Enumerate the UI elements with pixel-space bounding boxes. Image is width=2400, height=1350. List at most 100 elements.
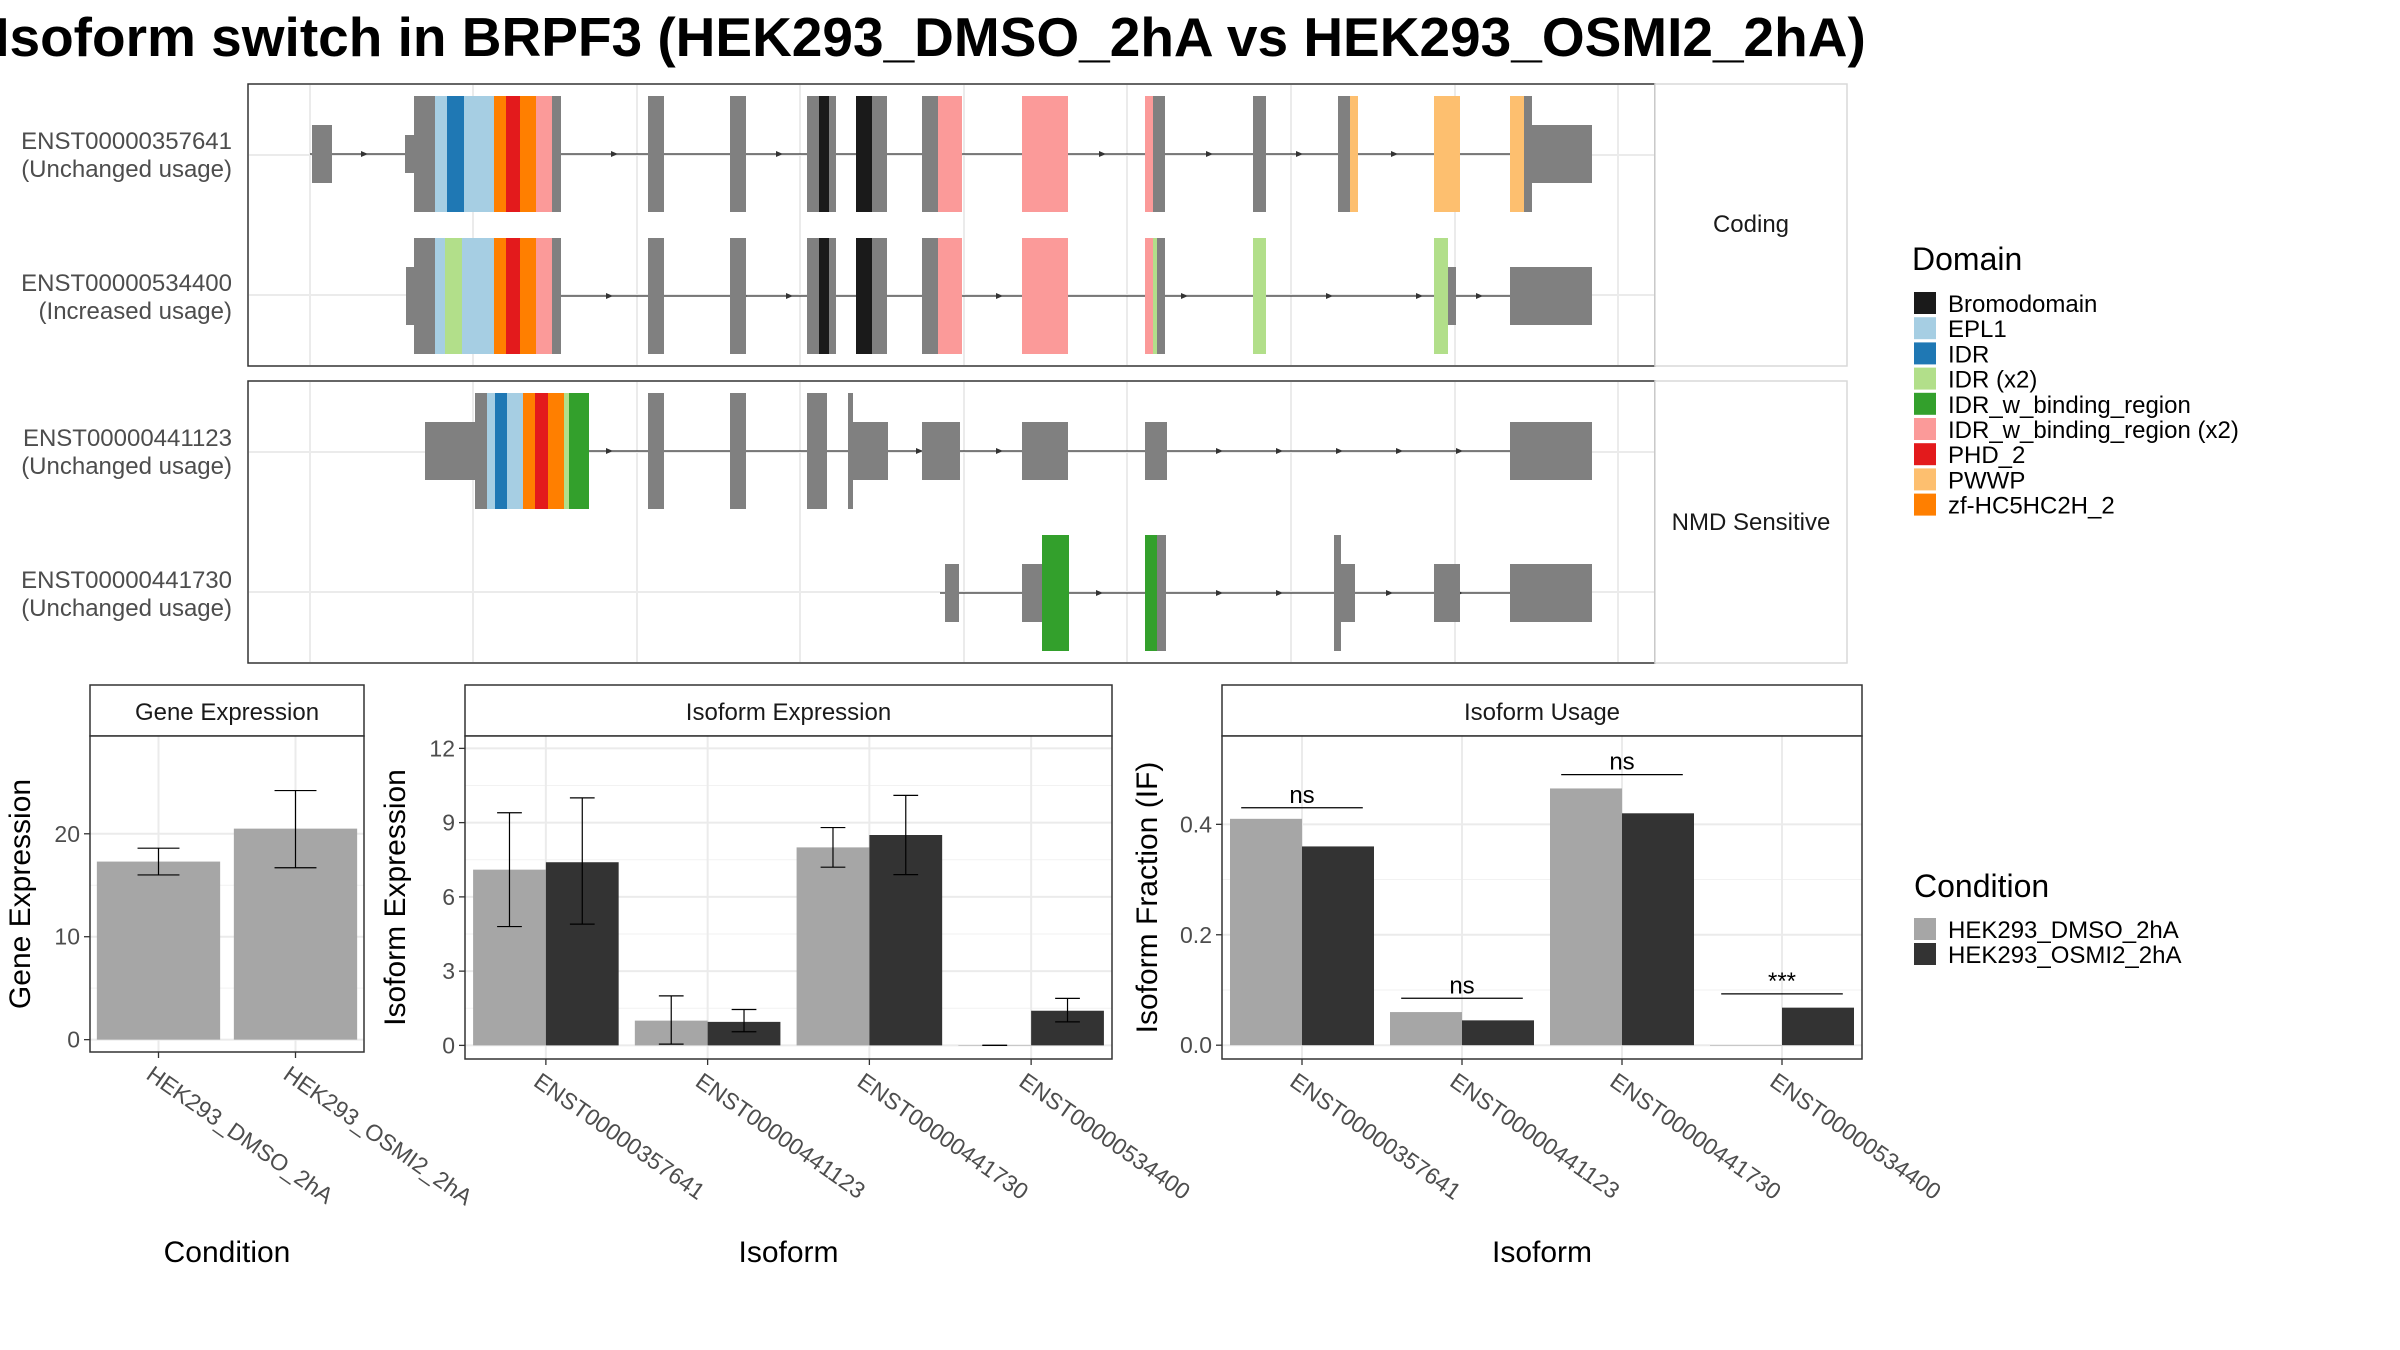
isoform-usage-chart: Isoform Usage 0.0 0.2 0.4 ns ns ns *** ENST00000…: [1131, 684, 1946, 1269]
y-tick-label: 6: [442, 884, 455, 910]
strand-arrow: [1476, 293, 1483, 299]
exon: [536, 238, 552, 354]
exon: [648, 393, 664, 509]
strand-arrow: [1326, 293, 1333, 299]
exon: [1510, 422, 1592, 480]
exon: [1448, 267, 1456, 325]
exon: [1157, 238, 1165, 354]
structure-panel: Coding NMD Sensitive ENST00000357641 (Un…: [21, 83, 1848, 664]
facet-strip-label: Coding: [1713, 211, 1789, 238]
exon: [536, 96, 552, 212]
chart-title: Isoform Expression: [686, 699, 891, 726]
exon: [853, 422, 888, 480]
exon: [872, 96, 887, 212]
exon: [1524, 96, 1532, 212]
exon: [807, 393, 827, 509]
strand-arrow: [1276, 448, 1283, 454]
y-tick-label: 0: [67, 1027, 80, 1053]
exon: [435, 238, 445, 354]
exon: [1153, 238, 1157, 354]
bar: [1782, 1007, 1854, 1046]
exon: [848, 393, 853, 509]
x-axis-label: Condition: [164, 1236, 291, 1269]
domain-legend-swatch: [1914, 367, 1936, 390]
exon: [1145, 535, 1157, 651]
y-tick-label: 0.0: [1180, 1032, 1212, 1058]
facet-strip: [89, 684, 365, 737]
x-tick-label: ENST00000441730: [1605, 1068, 1785, 1205]
x-tick-label: ENST00000534400: [1765, 1068, 1945, 1205]
exon: [494, 96, 506, 212]
bar: [1230, 818, 1302, 1046]
exon: [406, 267, 416, 325]
bar: [1622, 813, 1694, 1046]
exon: [507, 393, 523, 509]
strand-arrow: [1396, 448, 1403, 454]
exon: [464, 96, 494, 212]
y-tick-label: 12: [429, 735, 455, 761]
facet-strip-nmd: [1654, 380, 1848, 664]
exon: [552, 238, 561, 354]
chart-title: Isoform Usage: [1464, 699, 1620, 726]
strand-arrow: [786, 293, 793, 299]
exon: [829, 96, 836, 212]
exon: [520, 238, 536, 354]
domain-legend-label: EPL1: [1948, 316, 2007, 343]
exon: [730, 393, 746, 509]
domain-legend-swatch: [1914, 418, 1936, 440]
exon: [435, 96, 447, 212]
transcript-id-label: ENST00000357641: [21, 128, 232, 155]
exon: [506, 238, 520, 354]
strand-arrow: [1099, 151, 1106, 157]
exon: [425, 422, 475, 480]
exon: [1145, 422, 1167, 480]
y-tick-label: 0.2: [1180, 922, 1212, 948]
strand-arrow: [611, 151, 618, 157]
domain-legend-swatch: [1914, 493, 1936, 516]
exon: [1341, 564, 1355, 622]
exon: [1042, 535, 1069, 651]
transcript-tracks: [310, 96, 1592, 651]
exon: [462, 238, 494, 354]
bar: [1462, 1020, 1534, 1046]
strand-arrow: [361, 151, 368, 157]
exon: [1510, 267, 1592, 325]
domain-legend-swatch: [1914, 392, 1936, 415]
exon: [447, 96, 464, 212]
transcript-id-label: ENST00000441730: [21, 567, 232, 594]
exon: [872, 238, 887, 354]
bar: [96, 861, 221, 1040]
x-tick-label: ENST00000441730: [853, 1068, 1033, 1205]
significance-label: ns: [1289, 782, 1314, 809]
x-tick-label: ENST00000441123: [1445, 1068, 1624, 1204]
figure-title: Isoform switch in BRPF3 (HEK293_DMSO_2hA…: [0, 6, 1866, 68]
strand-arrow: [1216, 590, 1223, 596]
domain-legend-title: Domain: [1912, 241, 2022, 277]
domain-legend-swatch: [1914, 443, 1936, 466]
x-axis-label: Isoform: [1492, 1236, 1592, 1269]
strand-arrow: [1181, 293, 1188, 299]
significance-label: ns: [1449, 972, 1474, 999]
exon: [414, 96, 435, 212]
strand-arrow: [1336, 448, 1343, 454]
exon: [730, 238, 746, 354]
strand-arrow: [996, 448, 1003, 454]
domain-legend-swatch: [1914, 317, 1936, 340]
exon: [1253, 96, 1266, 212]
exon: [1532, 125, 1592, 183]
transcript-id-label: ENST00000534400: [21, 270, 232, 297]
exon: [1253, 238, 1266, 354]
exon: [807, 96, 819, 212]
exon: [495, 393, 507, 509]
transcript-usage-label: (Unchanged usage): [21, 156, 232, 183]
exon: [405, 135, 415, 173]
transcript-usage-label: (Increased usage): [39, 298, 232, 325]
strand-arrow: [916, 448, 923, 454]
exon: [938, 238, 962, 354]
strand-arrow: [996, 293, 1003, 299]
exon: [1434, 96, 1460, 212]
exon: [1157, 535, 1166, 651]
condition-legend-label: HEK293_DMSO_2hA: [1948, 917, 2179, 944]
facet-strip-coding: [1654, 83, 1848, 367]
